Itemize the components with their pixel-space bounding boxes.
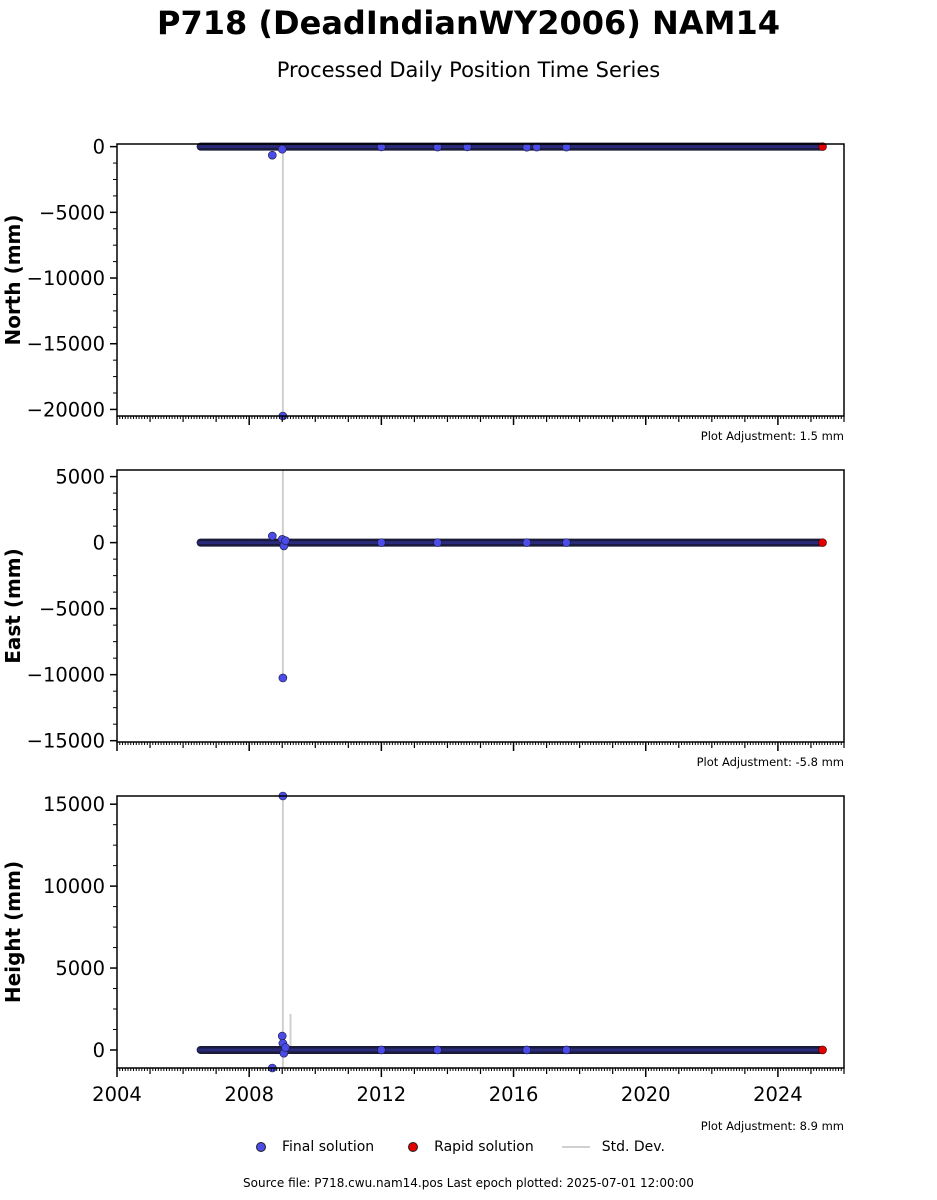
final-solution-point [462, 142, 472, 152]
final-solution-marker-icon [256, 1142, 266, 1152]
y-tick-label: −10000 [27, 267, 105, 290]
y-tick-label: −15000 [27, 333, 105, 356]
plot-adjustment-note: Plot Adjustment: 1.5 mm [701, 429, 844, 443]
x-tick-label: 2008 [224, 1083, 274, 1106]
final-solution-point [268, 150, 277, 160]
legend: Final solution Rapid solution Std. Dev. [250, 1137, 693, 1157]
y-tick-label: 5000 [55, 957, 105, 980]
final-solution-point [377, 538, 386, 547]
plot-frame [116, 469, 845, 743]
stddev-line-icon [561, 1146, 590, 1148]
legend-stddev-label: Std. Dev. [601, 1139, 665, 1155]
final-solution-point [562, 142, 571, 152]
final-solution-point [532, 142, 541, 152]
legend-final: Final solution [250, 1139, 374, 1155]
final-solution-point [522, 538, 532, 547]
final-solution-series-fill [197, 145, 823, 149]
legend-final-label: Final solution [282, 1139, 375, 1155]
source-footer: Source file: P718.cwu.nam14.pos Last epo… [243, 1176, 694, 1190]
plot-area-0 [196, 142, 827, 421]
final-solution-series-fill [197, 1048, 823, 1052]
final-solution-point [433, 1045, 442, 1055]
final-solution-point [277, 1031, 287, 1041]
x-tick-label: 2020 [621, 1083, 671, 1106]
final-solution-point [522, 142, 532, 152]
final-solution-series-fill [197, 541, 823, 545]
rapid-solution-point [818, 1045, 827, 1055]
x-tick-label: 2016 [489, 1083, 539, 1106]
y-tick-label: −10000 [27, 664, 105, 687]
final-solution-point [562, 538, 571, 547]
legend-rapid: Rapid solution [402, 1139, 534, 1155]
y-tick-label: 0 [93, 532, 105, 555]
final-solution-point [278, 673, 288, 683]
x-tick-label: 2024 [753, 1083, 803, 1106]
plot-area-2 [196, 791, 827, 1073]
rapid-solution-point [818, 538, 827, 547]
x-tick-label: 2004 [92, 1083, 142, 1106]
plot-adjustment-note: Plot Adjustment: -5.8 mm [697, 755, 844, 769]
y-axis-label: Height (mm) [1, 861, 25, 1003]
y-tick-label: 15000 [43, 793, 105, 816]
y-axis-label: East (mm) [1, 548, 25, 664]
legend-stddev: Std. Dev. [561, 1139, 665, 1155]
y-tick-label: −20000 [27, 398, 105, 421]
y-tick-label: 0 [93, 136, 105, 159]
final-solution-point [562, 1045, 571, 1055]
plot-adjustment-note: Plot Adjustment: 8.9 mm [701, 1119, 844, 1133]
y-axis-label: North (mm) [1, 214, 25, 345]
legend-rapid-label: Rapid solution [434, 1139, 534, 1155]
chart-subtitle: Processed Daily Position Time Series [276, 58, 661, 82]
final-solution-point [377, 142, 386, 152]
final-solution-point [281, 1043, 290, 1052]
y-tick-label: 5000 [55, 466, 105, 489]
plot-frame [116, 143, 845, 417]
y-tick-label: −5000 [39, 598, 105, 621]
final-solution-point [277, 144, 287, 154]
final-solution-point [433, 538, 442, 547]
final-solution-point [433, 142, 442, 152]
y-tick-label: 0 [93, 1039, 105, 1062]
plot-area-1 [196, 470, 827, 683]
rapid-solution-marker-icon [408, 1142, 419, 1152]
y-tick-label: −15000 [27, 730, 105, 753]
plot-frame [116, 795, 845, 1069]
final-solution-point [281, 536, 290, 545]
final-solution-point [522, 1045, 532, 1055]
x-tick-label: 2012 [357, 1083, 407, 1106]
final-solution-point [268, 531, 277, 541]
final-solution-point [377, 1045, 386, 1055]
y-tick-label: −5000 [39, 201, 105, 224]
y-tick-label: 10000 [43, 875, 105, 898]
chart-title: P718 (DeadIndianWY2006) NAM14 [157, 4, 780, 42]
